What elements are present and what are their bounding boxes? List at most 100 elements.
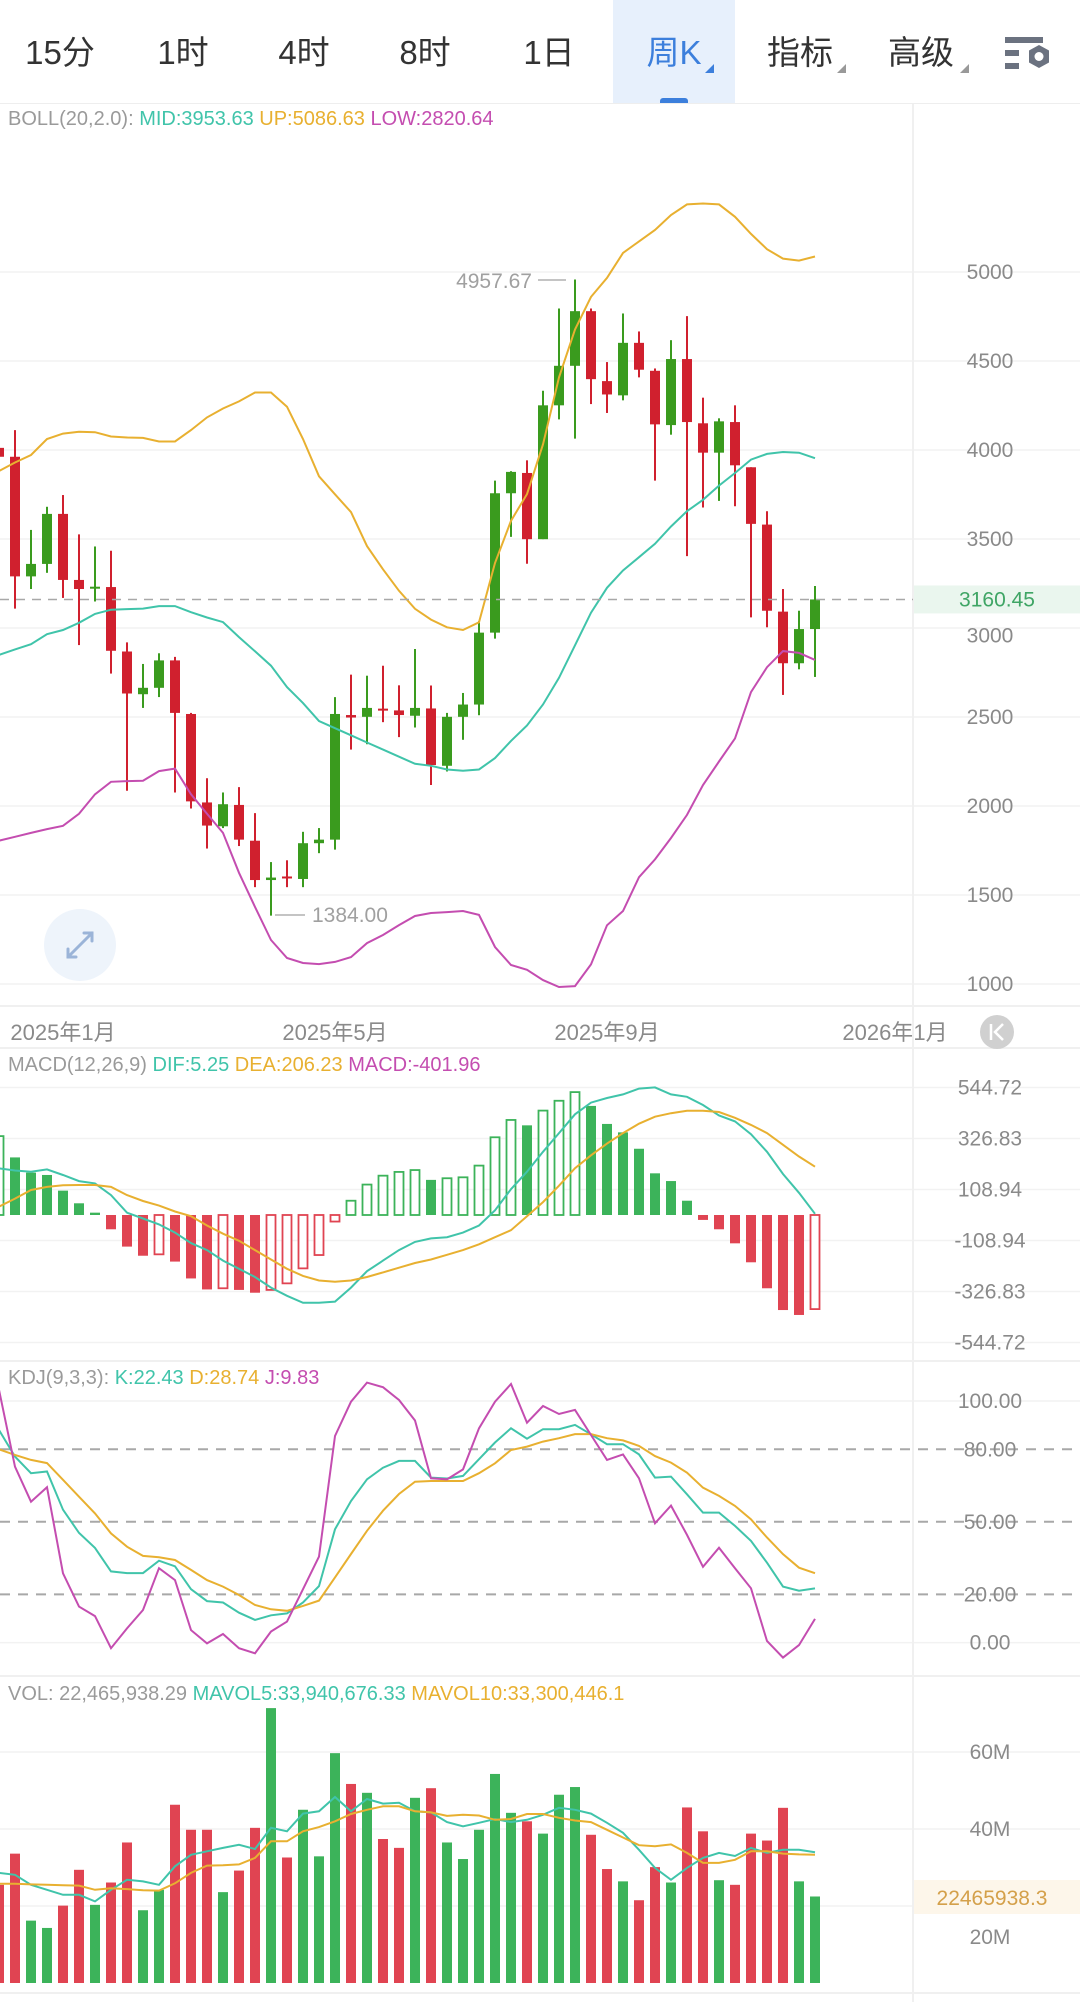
candle-body [618,342,628,396]
macd-histogram-bar [297,1214,309,1270]
volume-bar [634,1900,644,1983]
candlestick [234,787,244,847]
tab-15min[interactable]: 15分 [10,0,110,103]
macd-axis-label: -326.83 [954,1281,1025,1304]
tab-8hour[interactable]: 8时 [375,0,475,103]
macd-legend-name: MACD(12,26,9) [8,1054,147,1076]
candlestick [490,480,500,639]
macd-histogram-bar [74,1203,84,1215]
price-axis-label: 1000 [967,973,1014,996]
tab-1day[interactable]: 1日 [499,0,599,103]
macd-histogram-bar [730,1215,740,1244]
macd-histogram-bar [186,1215,196,1279]
macd-histogram-bar [778,1215,788,1311]
volume-bar [234,1870,244,1983]
macd-histogram-bar [505,1119,517,1216]
macd-histogram-bar [281,1214,293,1285]
candle-body [810,599,820,630]
candlestick [666,340,676,435]
current-price-value: 3160.45 [959,588,1035,611]
macd-histogram-bar [90,1212,100,1215]
volume-bar [58,1905,68,1983]
kdj-axis-label: 80.00 [964,1438,1017,1461]
date-axis-label: 2026年1月 [842,1020,947,1045]
volume-bar [106,1882,116,1983]
candle-body [442,716,452,766]
current-volume-tag [914,1880,1080,1914]
candlestick [10,430,20,609]
date-axis-label: 2025年1月 [10,1020,115,1045]
volume-bar [570,1787,580,1983]
candle-body [762,524,772,611]
volume-bar [506,1812,516,1983]
candle-body [586,311,596,380]
tab-weekly[interactable]: 周K [613,0,735,103]
macd-histogram-bar [361,1183,373,1216]
chart-settings-button[interactable] [995,0,1065,103]
tab-1hour[interactable]: 1时 [133,0,233,103]
macd-histogram-bar [666,1181,676,1215]
candle-body [138,687,148,695]
macd-dif-line [0,1086,816,1304]
candlestick [346,674,356,750]
volume-bar [698,1831,708,1983]
macd-histogram-bar [714,1215,724,1230]
volume-axis-label: 40M [970,1818,1011,1841]
volume-bar [602,1869,612,1983]
candle-body [778,611,788,664]
candle-body [666,359,676,426]
candlestick [362,675,372,745]
candle-body [58,513,68,580]
tab-4hour[interactable]: 4时 [254,0,354,103]
scroll-to-latest-button[interactable] [980,1015,1014,1049]
candle-body [234,804,244,840]
macd-histogram-bar [42,1174,52,1215]
macd-legend: MACD(12,26,9) DIF:5.25 DEA:206.23 MACD:-… [8,1054,480,1076]
price-axis-label: 4500 [967,350,1014,373]
dropdown-triangle-icon [705,64,714,73]
tab-label: 指标 [767,34,833,71]
boll-mid-line [0,450,816,772]
candle-body [458,704,468,717]
tab-label: 周K [646,34,702,71]
candle-body [570,311,580,366]
macd-axis-label: 108.94 [958,1178,1023,1201]
volume-bar [362,1792,372,1983]
vol-legend-ma10: MAVOL10:33,300,446.1 [411,1683,624,1705]
candle-body [298,843,308,879]
volume-bar [794,1881,804,1983]
macd-histogram-bar [634,1148,644,1215]
fullscreen-button[interactable] [44,909,116,981]
macd-histogram-bar [265,1214,277,1291]
volume-bar [810,1896,820,1983]
macd-histogram-bar [409,1169,421,1216]
macd-histogram-bar [393,1171,405,1216]
tab-label: 高级 [888,34,954,71]
candlestick [538,390,548,540]
tab-advanced[interactable]: 高级 [866,0,976,103]
candlestick [266,862,276,916]
candle-body [650,370,660,425]
macd-histogram-bar [0,1135,5,1216]
volume-bar [666,1882,676,1983]
candlestick [682,316,692,557]
volume-bar [538,1833,548,1983]
jump-to-end-icon [989,1023,1004,1041]
candle-body [634,342,644,370]
candlestick [74,534,84,646]
volume-bar [714,1880,724,1983]
volume-bar [170,1804,180,1983]
candle-body [90,586,100,589]
candlestick [554,308,564,420]
candlestick [90,546,100,602]
boll-legend-low: LOW:2820.64 [370,108,493,130]
macd-histogram-bar [202,1215,212,1290]
kdj-k-line [0,1423,816,1621]
date-axis-label: 2025年9月 [554,1020,659,1045]
candlestick [458,692,468,740]
candlestick [650,368,660,481]
tab-indicators[interactable]: 指标 [745,0,855,103]
candle-body [122,651,132,694]
candle-body [170,660,180,713]
